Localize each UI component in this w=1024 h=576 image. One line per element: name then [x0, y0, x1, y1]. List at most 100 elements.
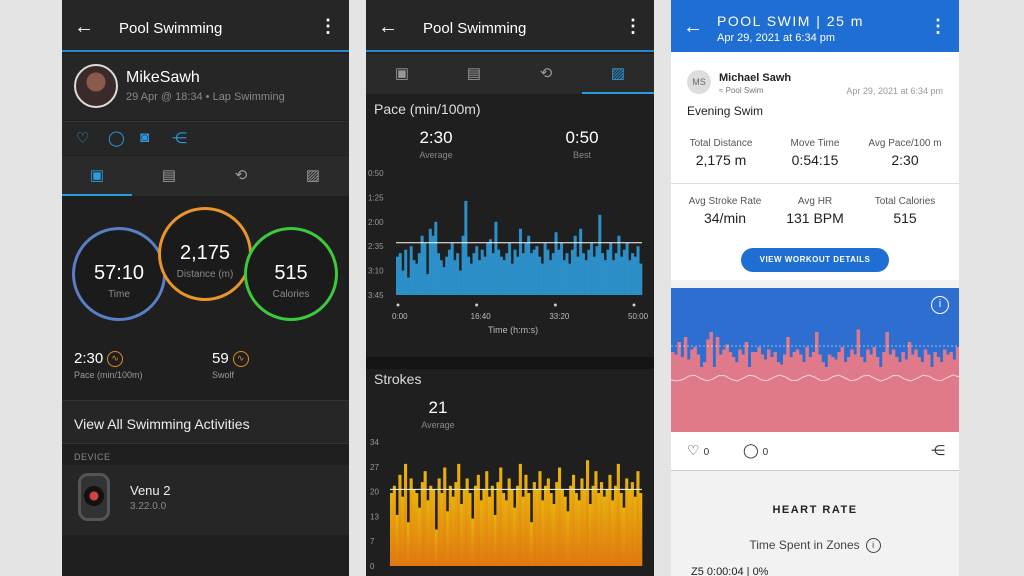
- pace-bar: [614, 253, 618, 295]
- calories-value: 515: [274, 262, 308, 284]
- pace-bar: [625, 242, 629, 295]
- strokes-bar: [600, 482, 604, 566]
- info-icon[interactable]: i: [931, 296, 949, 314]
- tab-charts-icon[interactable]: ▨: [305, 167, 321, 184]
- pace-bar: [622, 249, 626, 295]
- device-row[interactable]: Venu 2 3.22.0.0: [62, 465, 349, 535]
- pace-bar: [859, 357, 864, 432]
- tab-laps-icon[interactable]: ⟲: [234, 167, 248, 184]
- pace-bar: [936, 357, 941, 432]
- y-tick-label: 27: [370, 463, 379, 472]
- user-name[interactable]: MikeSawh: [126, 69, 200, 86]
- strokes-bar: [563, 496, 567, 566]
- share-icon[interactable]: ⋲: [931, 442, 945, 458]
- pace-bar: [706, 339, 710, 432]
- like-icon[interactable]: ♡: [76, 130, 90, 147]
- strokes-bar: [404, 463, 408, 566]
- camera-icon[interactable]: ◙: [140, 129, 150, 146]
- pace-bar: [811, 352, 816, 432]
- pace-bar: [719, 354, 723, 432]
- pace-average-label: Average: [419, 150, 453, 160]
- pace-value: 2:30: [74, 350, 104, 367]
- x-axis-label: Time (h:m:s): [488, 325, 538, 335]
- pace-bar: [939, 362, 944, 432]
- social-bar: ♡ 0 ◯ 0 ⋲: [671, 432, 959, 470]
- y-tick-label: 2:00: [368, 218, 384, 227]
- pace-bar: [770, 357, 774, 432]
- pace-average-value: 2:30: [419, 128, 453, 147]
- stat-stroke-rate: Avg Stroke Rate 34/min: [688, 196, 762, 226]
- pace-bar: [475, 246, 479, 295]
- pace-bar: [540, 263, 544, 295]
- like-button[interactable]: ♡ 0: [687, 442, 710, 458]
- tab-summary-icon[interactable]: ▣: [394, 65, 410, 82]
- x-tick-dot: [475, 303, 479, 307]
- back-arrow-icon[interactable]: ←: [378, 16, 398, 38]
- pace-bar: [396, 256, 400, 295]
- zone-row: Z5 0:00:04 | 0%: [691, 566, 769, 576]
- pace-bar: [869, 354, 873, 432]
- pace-bar: [885, 332, 889, 432]
- pace-bar: [447, 249, 451, 295]
- pace-bar: [595, 246, 599, 295]
- strokes-bar: [479, 500, 483, 566]
- pace-bar: [461, 235, 465, 295]
- strokes-bar: [549, 493, 553, 566]
- tab-details-icon[interactable]: ▤: [161, 167, 177, 184]
- strokes-bar: [628, 489, 632, 566]
- avatar[interactable]: [74, 64, 118, 108]
- tab-charts-icon[interactable]: ▨: [582, 54, 654, 94]
- zones-title: Time Spent in Zones i: [671, 538, 959, 554]
- pace-bar: [882, 352, 886, 432]
- pace-bar: [773, 352, 777, 432]
- section-divider: [366, 357, 654, 369]
- user-name[interactable]: Michael Sawh: [719, 72, 792, 84]
- strokes-bar: [572, 474, 576, 566]
- comment-button[interactable]: ◯ 0: [743, 442, 769, 458]
- back-arrow-icon[interactable]: ←: [683, 16, 703, 38]
- pace-bar: [412, 260, 416, 295]
- pace-chart: 0:50 1:25 2:00 2:35 3:10 3:45 0:00 16:40 33:20 50…: [368, 169, 649, 335]
- pace-bar: [815, 332, 819, 432]
- pace-bar: [497, 249, 501, 295]
- more-menu-icon[interactable]: ⋮: [624, 16, 642, 36]
- tab-details-icon[interactable]: ▤: [466, 65, 482, 82]
- strokes-bar: [586, 460, 590, 566]
- pace-bar: [620, 256, 624, 295]
- swolf-value: 59: [212, 350, 229, 367]
- heart-icon: ♡: [687, 442, 700, 458]
- strokes-bar: [636, 471, 640, 566]
- pace-bar: [783, 354, 787, 432]
- tab-summary-icon[interactable]: ▣: [62, 156, 132, 196]
- pace-bar: [949, 352, 953, 432]
- pace-bar: [834, 359, 838, 432]
- heart-rate-line: [671, 374, 959, 382]
- pace-bar: [472, 253, 476, 295]
- activity-meta: 29 Apr @ 18:34 • Lap Swimming: [126, 91, 285, 103]
- pace-bar: [606, 249, 610, 295]
- tab-laps-icon[interactable]: ⟲: [539, 65, 553, 82]
- share-icon[interactable]: ⋲: [172, 130, 187, 147]
- pace-bar: [406, 277, 410, 295]
- pace-bar: [821, 362, 825, 432]
- info-icon[interactable]: i: [865, 538, 881, 554]
- action-bar: ♡ ◯ ◙ ⋲: [62, 121, 349, 155]
- divider: [671, 470, 959, 471]
- more-menu-icon[interactable]: ⋮: [319, 16, 337, 36]
- pace-bar: [927, 354, 931, 432]
- more-menu-icon[interactable]: ⋮: [929, 16, 947, 36]
- back-arrow-icon[interactable]: ←: [74, 16, 94, 38]
- pace-bar: [510, 263, 514, 295]
- view-workout-details-button[interactable]: VIEW WORKOUT DETAILS: [741, 248, 889, 272]
- pace-bar: [442, 267, 446, 295]
- pace-bar: [792, 352, 797, 432]
- view-all-link[interactable]: View All Swimming Activities: [62, 400, 349, 444]
- avatar[interactable]: MS: [687, 70, 711, 94]
- strokes-bar: [446, 511, 450, 566]
- pace-bar: [690, 349, 694, 432]
- x-tick-dot: [632, 303, 636, 307]
- comment-icon[interactable]: ◯: [108, 130, 125, 147]
- strokes-average: 21 Average: [408, 398, 468, 430]
- watch-icon: [78, 473, 110, 521]
- pace-bar: [404, 249, 408, 295]
